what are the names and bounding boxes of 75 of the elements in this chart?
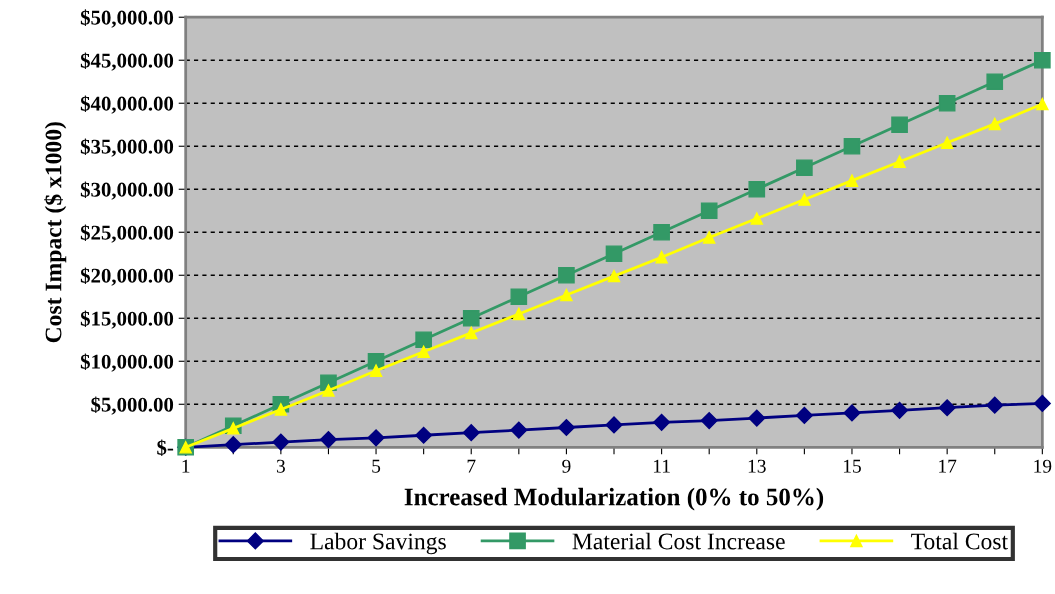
point: [940, 136, 954, 150]
x-tick-label: 3: [276, 459, 285, 473]
point: [319, 430, 338, 449]
y-tick-label: $50,000.00: [80, 9, 174, 28]
point: [369, 364, 383, 377]
point: [1033, 394, 1051, 412]
point: [1036, 97, 1049, 111]
point: [798, 193, 811, 206]
point: [462, 309, 480, 327]
legend-label: Total Cost: [911, 532, 1008, 550]
point: [796, 159, 813, 177]
point: [274, 403, 288, 416]
point: [702, 231, 716, 244]
point: [462, 424, 480, 442]
point: [415, 426, 433, 444]
point: [512, 307, 526, 321]
x-tick-label: 9: [562, 459, 571, 473]
point: [891, 401, 909, 419]
point: [750, 212, 764, 225]
point: [655, 250, 668, 264]
point: [748, 180, 766, 198]
legend-label: Labor Savings: [310, 532, 446, 555]
point: [700, 202, 718, 220]
point: [607, 269, 621, 283]
point: [893, 155, 906, 168]
y-tick-label: $45,000.00: [80, 52, 174, 71]
point: [464, 326, 478, 340]
point: [845, 174, 859, 187]
x-tick-label: 17: [939, 459, 957, 473]
point: [938, 94, 956, 112]
point: [891, 116, 908, 134]
point: [988, 117, 1001, 131]
point: [224, 436, 242, 454]
point: [1034, 51, 1051, 69]
point: [843, 137, 861, 155]
x-tick-label: 1: [182, 459, 190, 473]
point: [417, 345, 430, 359]
y-tick-label: $25,000.00: [80, 224, 174, 243]
point: [558, 266, 575, 284]
x-tick-label: 19: [1034, 459, 1052, 473]
point: [653, 223, 670, 241]
y-tick-label: $10,000.00: [80, 353, 174, 372]
point: [605, 245, 623, 263]
point: [557, 418, 575, 437]
y-tick-label: $5,000.00: [91, 396, 174, 415]
point: [510, 288, 528, 306]
point: [843, 404, 861, 422]
x-axis-title: Increased Modularization (0% to 50%): [404, 487, 824, 511]
y-tick-label: $40,000.00: [80, 95, 174, 114]
point: [795, 406, 813, 425]
legend-label: Material Cost Increase: [572, 532, 785, 550]
point: [415, 331, 432, 349]
point: [322, 384, 335, 397]
y-tick-label: $20,000.00: [80, 267, 174, 286]
y-axis-title: Cost Impact ($ x1000): [44, 122, 67, 343]
point: [510, 421, 528, 439]
y-tick-label: $35,000.00: [80, 138, 174, 157]
point: [748, 409, 766, 427]
point: [272, 433, 290, 451]
point: [938, 399, 956, 417]
y-tick-label: $30,000.00: [80, 181, 174, 200]
point: [367, 429, 385, 447]
x-tick-label: 7: [467, 459, 476, 473]
point: [700, 412, 718, 430]
y-tick-label: $15,000.00: [80, 310, 174, 329]
x-tick-label: 5: [372, 459, 381, 473]
point: [605, 416, 623, 434]
point: [986, 396, 1004, 414]
point: [986, 73, 1004, 91]
point: [653, 413, 671, 431]
x-tick-label: 15: [843, 459, 861, 473]
y-tick-label: $-: [157, 439, 174, 457]
x-tick-label: 11: [653, 459, 670, 473]
x-tick-label: 13: [748, 459, 766, 473]
point: [560, 288, 573, 302]
